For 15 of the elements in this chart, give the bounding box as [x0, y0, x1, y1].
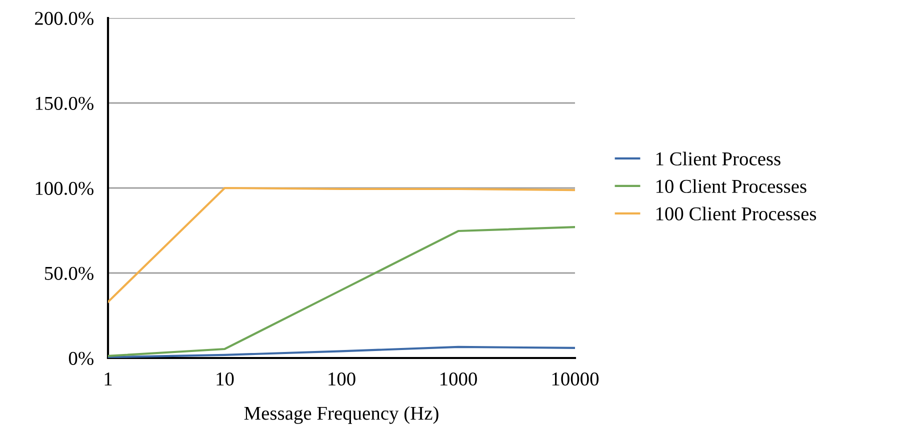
y-tick-label: 200.0% [35, 12, 94, 26]
legend-label: 10 Client Processes [656, 179, 806, 193]
y-tick-label: 0% [68, 352, 94, 365]
line-series [108, 186, 575, 303]
legend-label: 100 Client Processes [656, 206, 816, 220]
x-tick-label: 1 [104, 372, 112, 386]
x-axis-title: Message Frequency (Hz) [244, 406, 438, 424]
x-tick-label: 10000 [552, 372, 599, 386]
x-tick-label: 100 [328, 372, 356, 386]
x-tick-label: 10 [216, 372, 234, 386]
y-tick-label: 50.0% [45, 266, 94, 280]
y-tick-label: 100.0% [36, 182, 94, 196]
legend-label: 1 Client Process [656, 152, 780, 166]
x-tick-label: 1000 [440, 372, 477, 386]
y-tick-label: 150.0% [36, 96, 94, 110]
